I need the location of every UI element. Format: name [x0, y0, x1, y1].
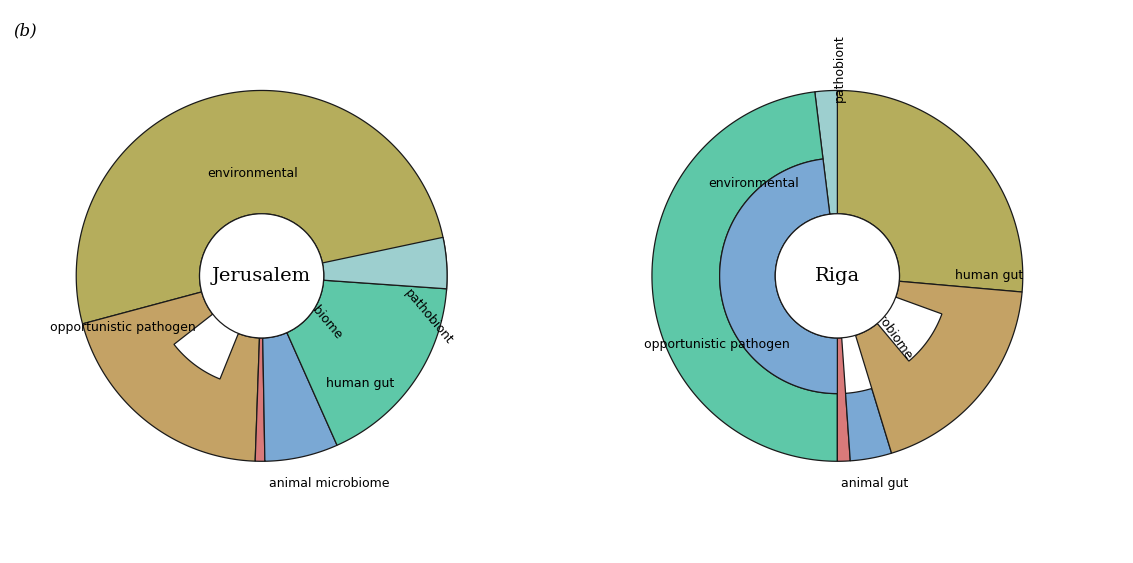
Polygon shape	[255, 338, 265, 461]
Circle shape	[199, 214, 324, 338]
Text: human gut: human gut	[326, 377, 394, 390]
Text: Jerusalem: Jerusalem	[212, 267, 312, 285]
Text: animal gut: animal gut	[841, 477, 909, 490]
Polygon shape	[83, 292, 259, 461]
Polygon shape	[837, 91, 1023, 292]
Polygon shape	[837, 338, 850, 461]
Polygon shape	[719, 159, 837, 394]
Text: human gut: human gut	[955, 269, 1023, 283]
Text: environmental: environmental	[708, 177, 799, 190]
Text: opportunistic pathogen: opportunistic pathogen	[50, 321, 196, 334]
Polygon shape	[651, 92, 837, 461]
Text: pathobiont: pathobiont	[833, 34, 845, 102]
Polygon shape	[287, 280, 446, 445]
Text: animal microbiome: animal microbiome	[269, 477, 390, 490]
Text: human microbiome: human microbiome	[256, 240, 344, 341]
Text: opportunistic pathogen: opportunistic pathogen	[644, 338, 790, 351]
Text: human microbiome: human microbiome	[834, 254, 914, 361]
Text: environmental: environmental	[207, 167, 298, 180]
Text: (b): (b)	[14, 23, 37, 39]
Text: Riga: Riga	[815, 267, 860, 285]
Text: pathobiont: pathobiont	[402, 287, 455, 347]
Polygon shape	[323, 238, 448, 289]
Polygon shape	[263, 333, 337, 461]
Polygon shape	[815, 91, 837, 214]
Polygon shape	[845, 388, 892, 461]
Polygon shape	[855, 282, 1022, 453]
Polygon shape	[76, 91, 448, 324]
Circle shape	[775, 214, 900, 338]
